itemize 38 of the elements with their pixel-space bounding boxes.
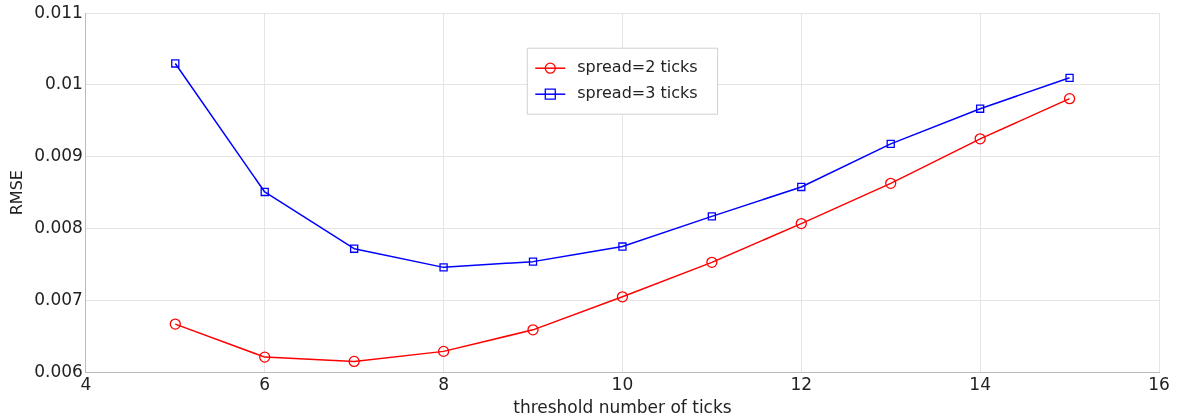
x-tick-label: 6	[259, 373, 271, 394]
point	[797, 182, 806, 192]
point	[1063, 92, 1076, 105]
point	[527, 324, 539, 336]
point	[348, 355, 360, 368]
point	[439, 263, 448, 272]
x-tick-label: 16	[1148, 373, 1170, 394]
point	[260, 187, 269, 197]
x-tick-label: 10	[611, 373, 634, 394]
point	[975, 104, 985, 113]
point	[616, 291, 629, 303]
point	[171, 59, 180, 68]
x-axis-title: threshold number of ticks	[513, 397, 732, 418]
x-tick-label: 8	[438, 373, 449, 394]
legend-label: spread=3 ticks	[577, 83, 698, 103]
point	[707, 212, 717, 221]
y-tick-label: 0.01	[45, 73, 83, 94]
point	[706, 256, 718, 268]
point	[259, 351, 271, 363]
x-tick-label: 12	[790, 373, 813, 394]
y-tick-label: 0.009	[34, 145, 83, 166]
point	[885, 177, 897, 190]
point	[437, 345, 450, 358]
point	[795, 217, 807, 230]
point	[974, 133, 986, 145]
point	[618, 242, 627, 251]
x-tick-label: 14	[969, 373, 991, 394]
y-tick-label: 0.011	[34, 1, 83, 22]
y-tick-label: 0.006	[34, 360, 83, 381]
y-tick-label: 0.007	[34, 288, 83, 309]
legend-label: spread=2 ticks	[577, 57, 698, 77]
point	[349, 244, 359, 253]
point	[1065, 73, 1074, 83]
point	[528, 257, 538, 266]
y-axis-title: RMSE	[6, 170, 26, 216]
y-tick-label: 0.008	[34, 217, 83, 238]
point	[886, 139, 895, 149]
point	[169, 318, 181, 330]
